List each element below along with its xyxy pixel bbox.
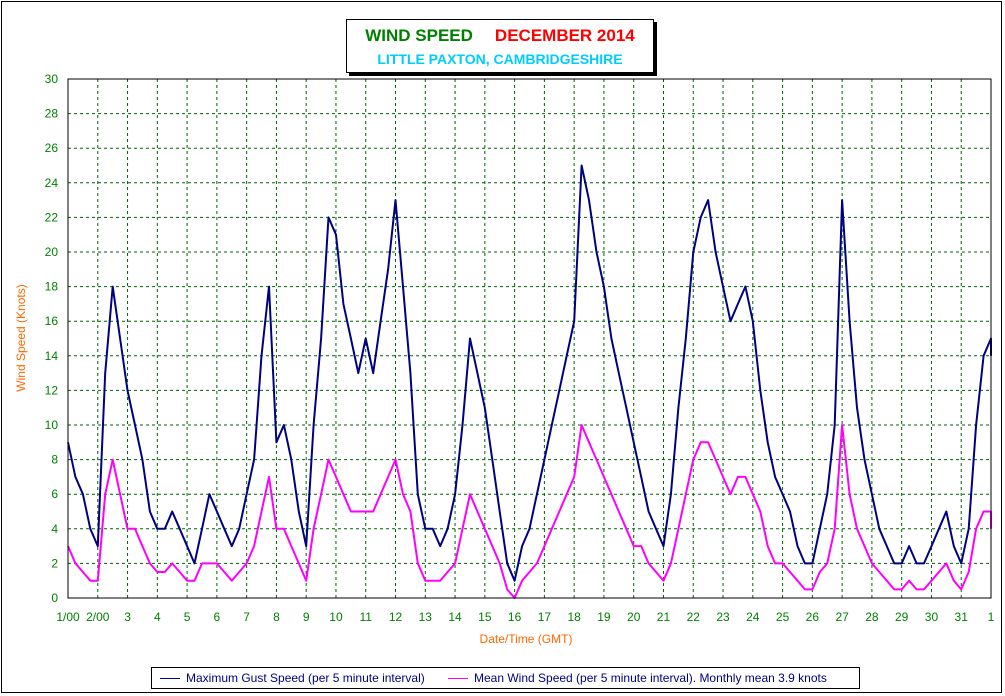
- x-tick-label: 26: [806, 610, 820, 624]
- x-tick-label: 13: [419, 610, 433, 624]
- legend-label-mean: Mean Wind Speed (per 5 minute interval).…: [474, 671, 827, 685]
- legend-label-gust: Maximum Gust Speed (per 5 minute interva…: [186, 671, 425, 685]
- chart-subtitle: LITTLE PAXTON, CAMBRIDGESHIRE: [377, 51, 623, 67]
- x-axis-title: Date/Time (GMT): [480, 632, 573, 646]
- x-tick-label: 28: [865, 610, 879, 624]
- x-tick-label: 14: [448, 610, 462, 624]
- x-tick-label: 5: [184, 610, 191, 624]
- x-tick-label: 7: [243, 610, 250, 624]
- grid: [68, 79, 991, 598]
- y-tick-label: 2: [51, 556, 58, 570]
- x-tick-label: 3: [124, 610, 131, 624]
- x-tick-label: 30: [925, 610, 939, 624]
- x-tick-label: 1: [988, 610, 995, 624]
- legend-item-gust: Maximum Gust Speed (per 5 minute interva…: [160, 671, 425, 685]
- x-tick-label: 6: [214, 610, 221, 624]
- x-tick-label: 19: [597, 610, 611, 624]
- x-tick-label: 1/00: [56, 610, 80, 624]
- x-tick-label: 17: [538, 610, 552, 624]
- x-tick-label: 25: [776, 610, 790, 624]
- y-tick-label: 24: [45, 176, 59, 190]
- legend: Maximum Gust Speed (per 5 minute interva…: [151, 667, 860, 689]
- y-tick-label: 0: [51, 591, 58, 605]
- x-tick-label: 10: [329, 610, 343, 624]
- x-tick-label: 21: [657, 610, 671, 624]
- y-tick-label: 12: [45, 383, 59, 397]
- title-month: DECEMBER 2014: [494, 26, 635, 45]
- y-tick-label: 28: [45, 107, 59, 121]
- y-tick-label: 8: [51, 453, 58, 467]
- y-tick-label: 14: [45, 349, 59, 363]
- x-axis-ticks: 1/00 2/00 3 4 5 6 7 8 9 10 11 12 13 14 15 16 17 18 19 20 21 2…: [56, 610, 994, 624]
- x-tick-label: 4: [154, 610, 161, 624]
- x-tick-label: 24: [746, 610, 760, 624]
- y-tick-label: 6: [51, 487, 58, 501]
- x-tick-label: 22: [687, 610, 701, 624]
- x-tick-label: 31: [955, 610, 969, 624]
- y-tick-label: 16: [45, 314, 59, 328]
- x-tick-label: 29: [895, 610, 909, 624]
- plot-border: [67, 78, 992, 599]
- chart-title-box: WIND SPEED DECEMBER 2014 LITTLE PAXTON, C…: [346, 19, 654, 73]
- y-axis-title: Wind Speed (Knots): [14, 284, 28, 391]
- y-tick-label: 22: [45, 210, 59, 224]
- y-tick-label: 30: [45, 72, 59, 86]
- x-tick-label: 27: [835, 610, 849, 624]
- x-tick-label: 15: [478, 610, 492, 624]
- x-tick-label: 18: [567, 610, 581, 624]
- y-tick-label: 4: [51, 522, 58, 536]
- x-tick-label: 23: [716, 610, 730, 624]
- x-tick-label: 11: [360, 610, 373, 624]
- x-tick-label: 16: [508, 610, 522, 624]
- x-tick-label: 20: [627, 610, 641, 624]
- series-layer: [67, 164, 992, 599]
- legend-item-mean: Mean Wind Speed (per 5 minute interval).…: [448, 671, 827, 685]
- y-tick-label: 18: [45, 280, 59, 294]
- legend-swatch-gust: [160, 678, 180, 680]
- legend-swatch-mean: [448, 678, 468, 680]
- x-tick-label: 8: [273, 610, 280, 624]
- y-tick-label: 10: [45, 418, 59, 432]
- x-tick-label: 2/00: [86, 610, 110, 624]
- series-line-gust: [67, 164, 992, 582]
- y-tick-label: 26: [45, 141, 59, 155]
- chart-title: WIND SPEED DECEMBER 2014: [347, 26, 653, 46]
- x-tick-label: 9: [303, 610, 310, 624]
- y-tick-label: 20: [45, 245, 59, 259]
- title-wind-speed: WIND SPEED: [365, 26, 473, 45]
- x-tick-label: 12: [389, 610, 403, 624]
- series-line-mean: [67, 424, 992, 599]
